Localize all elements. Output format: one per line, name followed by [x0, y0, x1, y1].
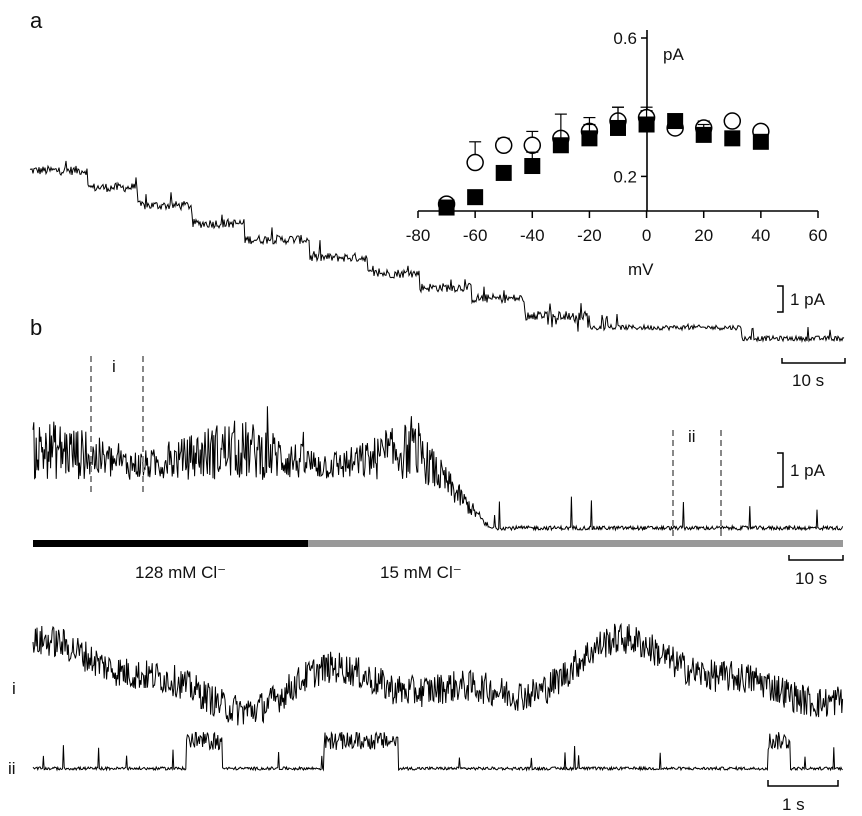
condition-bar-128	[33, 540, 308, 547]
x-tick-label: 60	[809, 226, 828, 245]
filled-square-point	[552, 137, 569, 154]
condition-label-128: 128 mM Cl⁻	[135, 563, 226, 582]
expanded-time-scale-bar	[767, 780, 839, 787]
condition-label-15: 15 mM Cl⁻	[380, 563, 462, 582]
panel-b-letter: b	[30, 315, 42, 340]
iv-y-axis-label: pA	[663, 45, 684, 64]
expanded-traces: i ii 1 s	[8, 622, 844, 814]
panel-a-time-scale-bar	[781, 358, 846, 364]
iv-x-axis-label: mV	[628, 260, 654, 279]
x-tick-label: -40	[520, 226, 545, 245]
condition-bar-15	[308, 540, 843, 547]
x-tick-label: -60	[463, 226, 488, 245]
expanded-trace-ii	[32, 730, 843, 772]
filled-square-point	[724, 130, 741, 147]
panel-a-current-trace	[29, 160, 845, 343]
expanded-trace-ii-label: ii	[8, 759, 16, 778]
iv-inset: -80 -60 -40 -20 0 20 40 60 0.2 0.6 mV pA	[406, 29, 828, 279]
filled-square-point	[438, 199, 455, 216]
condition-bars: 128 mM Cl⁻ 15 mM Cl⁻	[33, 540, 843, 582]
panel-a-letter: a	[30, 8, 43, 33]
expanded-trace-i-label: i	[12, 679, 16, 698]
filled-square-point	[610, 119, 626, 136]
open-circle-point	[723, 112, 742, 130]
filled-square-point	[495, 164, 512, 181]
panel-b-current-trace	[32, 406, 844, 532]
x-tick-label: -80	[406, 226, 431, 245]
x-tick-label: -20	[577, 226, 602, 245]
filled-square-point	[695, 126, 712, 143]
filled-square-point	[467, 189, 484, 206]
panel-b-time-scale-label: 10 s	[795, 569, 827, 588]
panel-a-scale-bars: 1 pA 10 s	[777, 285, 846, 390]
x-tick-label: 40	[751, 226, 770, 245]
iv-data-points	[437, 106, 770, 216]
y-tick-label: 0.2	[613, 167, 637, 186]
open-circle-point	[466, 153, 484, 172]
panel-b-trace: i ii	[32, 356, 844, 540]
open-circle-point	[494, 136, 513, 155]
iv-x-ticks: -80 -60 -40 -20 0 20 40 60	[406, 211, 828, 245]
marker-i-label: i	[112, 357, 116, 376]
filled-square-point	[752, 133, 769, 150]
open-circle-point	[523, 136, 542, 155]
x-tick-label: 20	[694, 226, 713, 245]
expanded-trace-i	[32, 622, 844, 726]
panel-a-current-scale-label: 1 pA	[790, 290, 826, 309]
iv-y-ticks: 0.2 0.6	[613, 29, 647, 186]
panel-b-current-scale-label: 1 pA	[790, 461, 826, 480]
filled-square-point	[638, 116, 655, 133]
filled-square-point	[581, 130, 598, 147]
panel-a-time-scale-label: 10 s	[792, 371, 824, 390]
expanded-time-scale-label: 1 s	[782, 795, 805, 814]
y-tick-label: 0.6	[613, 29, 637, 48]
x-tick-label: 0	[642, 226, 651, 245]
panel-a-current-scale-bar	[777, 285, 784, 313]
filled-square-point	[667, 113, 684, 130]
panel-b-scale-bars: 1 pA 10 s	[777, 452, 844, 588]
filled-square-point	[524, 158, 541, 175]
panel-b-current-scale-bar	[777, 452, 784, 488]
panel-a-trace	[29, 160, 845, 343]
panel-b-time-scale-bar	[788, 555, 844, 561]
marker-ii-label: ii	[688, 427, 696, 446]
